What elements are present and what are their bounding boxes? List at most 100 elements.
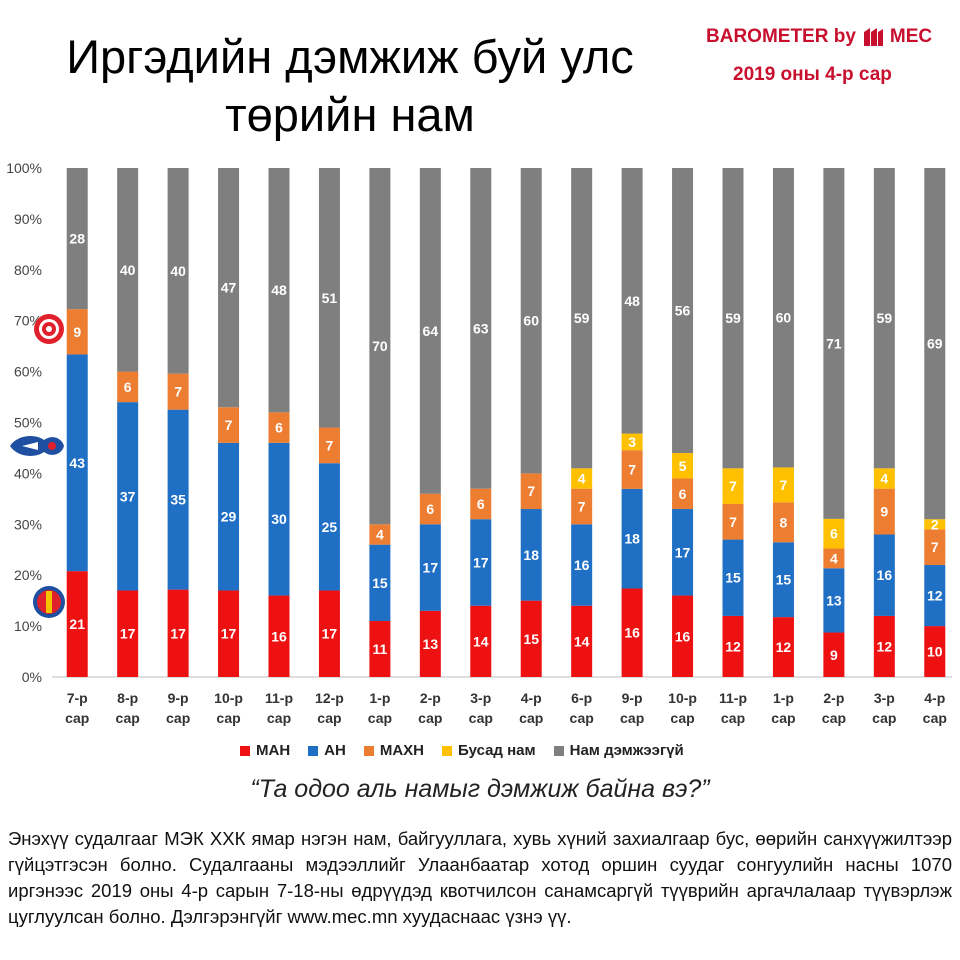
x-tick-label: 12-р xyxy=(315,690,344,706)
x-tick-label: 11-р xyxy=(265,690,293,706)
x-tick-label: 1-р xyxy=(773,690,794,706)
data-label: 11 xyxy=(372,641,387,657)
stacked-bar-chart: 0%10%20%30%40%50%60%70%80%90%100%2143928… xyxy=(6,160,952,726)
bar-segment xyxy=(722,468,744,504)
x-tick-label: 10-р xyxy=(214,690,243,706)
data-label: 6 xyxy=(124,379,132,395)
data-label: 12 xyxy=(725,638,741,654)
x-tick-label: сар xyxy=(317,710,341,726)
data-label: 60 xyxy=(776,310,792,326)
data-label: 17 xyxy=(221,626,237,642)
data-label: 37 xyxy=(120,488,136,504)
data-label: 48 xyxy=(624,293,640,309)
y-tick-label: 30% xyxy=(14,516,42,532)
data-label: 21 xyxy=(69,616,85,632)
legend-swatch xyxy=(240,745,250,756)
x-tick-label: сар xyxy=(368,710,392,726)
legend-swatch xyxy=(308,745,319,756)
data-label: 6 xyxy=(275,420,283,436)
x-tick-label: сар xyxy=(469,710,493,726)
bar-segment xyxy=(66,309,88,355)
bar-segment xyxy=(268,412,290,443)
bar-segment xyxy=(772,168,794,468)
bar-segment xyxy=(722,168,744,469)
x-tick-label: 9-р xyxy=(168,690,189,706)
data-label: 63 xyxy=(473,320,489,336)
bar-segment xyxy=(571,468,593,489)
x-tick-label: сар xyxy=(822,710,846,726)
data-label: 14 xyxy=(574,633,590,649)
x-tick-label: 11-р xyxy=(719,690,747,706)
data-label: 12 xyxy=(927,588,943,604)
x-tick-label: 4-р xyxy=(924,690,945,706)
bar-segment xyxy=(66,571,88,677)
legend-label: Бусад нам xyxy=(458,742,536,759)
data-label: 15 xyxy=(725,570,741,586)
y-tick-label: 100% xyxy=(6,160,42,176)
data-label: 56 xyxy=(675,303,691,319)
bar-segment xyxy=(470,488,492,520)
data-label: 7 xyxy=(326,437,334,453)
x-tick-label: сар xyxy=(570,710,594,726)
bar-segment xyxy=(520,168,542,474)
data-label: 15 xyxy=(776,572,792,588)
bar-segment xyxy=(117,168,139,372)
data-label: 14 xyxy=(473,633,489,649)
x-tick-label: сар xyxy=(65,710,89,726)
bar-segment xyxy=(167,373,189,410)
legend-label: Нам дэмжээгүй xyxy=(569,742,684,759)
bar-segment xyxy=(924,565,946,627)
data-label: 3 xyxy=(628,434,636,450)
bar-segment xyxy=(268,168,290,413)
legend-swatch xyxy=(442,745,453,756)
bar-segment xyxy=(823,518,845,549)
bar-segment xyxy=(873,534,895,616)
legend-label: АН xyxy=(324,742,346,759)
data-label: 17 xyxy=(473,554,489,570)
data-label: 18 xyxy=(523,547,539,563)
bar-segment xyxy=(873,615,895,677)
data-label: 59 xyxy=(574,310,590,326)
bar-segment xyxy=(520,600,542,677)
data-label: 69 xyxy=(927,336,943,352)
bar-segment xyxy=(419,168,441,494)
data-label: 17 xyxy=(120,626,136,642)
data-label: 7 xyxy=(628,462,636,478)
x-tick-label: 10-р xyxy=(668,690,697,706)
bar-segment xyxy=(823,568,845,633)
data-label: 17 xyxy=(675,544,691,560)
data-label: 6 xyxy=(477,496,485,512)
data-label: 16 xyxy=(624,625,640,641)
bar-segment xyxy=(772,617,794,677)
bar-segment xyxy=(621,588,643,677)
data-label: 9 xyxy=(73,324,81,340)
data-label: 16 xyxy=(574,557,590,573)
data-label: 60 xyxy=(523,313,539,329)
bar-segment xyxy=(621,488,643,589)
bar-segment xyxy=(722,503,744,540)
mec-logo-icon xyxy=(862,26,884,48)
x-tick-label: 6-р xyxy=(571,690,592,706)
bar-segment xyxy=(823,168,845,519)
data-label: 16 xyxy=(877,567,893,583)
y-tick-label: 0% xyxy=(22,669,42,685)
bar-segment xyxy=(924,529,946,566)
x-tick-label: сар xyxy=(721,710,745,726)
bar-segment xyxy=(167,409,189,590)
data-label: 71 xyxy=(826,335,842,351)
bar-segment xyxy=(470,519,492,606)
bar-segment xyxy=(369,621,391,677)
data-label: 7 xyxy=(578,498,586,514)
data-label: 7 xyxy=(931,539,939,555)
data-label: 64 xyxy=(423,323,439,339)
bar-segment xyxy=(520,473,542,510)
bar-segment xyxy=(218,407,240,443)
bar-segment xyxy=(117,402,139,591)
legend-item-man: МАН xyxy=(240,742,290,759)
bar-segment xyxy=(722,539,744,616)
data-label: 48 xyxy=(271,282,287,298)
data-label: 40 xyxy=(120,262,136,278)
data-label: 12 xyxy=(776,639,792,655)
data-label: 4 xyxy=(376,526,384,542)
methodology-note: Энэхүү судалгааг МЭК ХХК ямар нэгэн нам,… xyxy=(8,828,952,927)
